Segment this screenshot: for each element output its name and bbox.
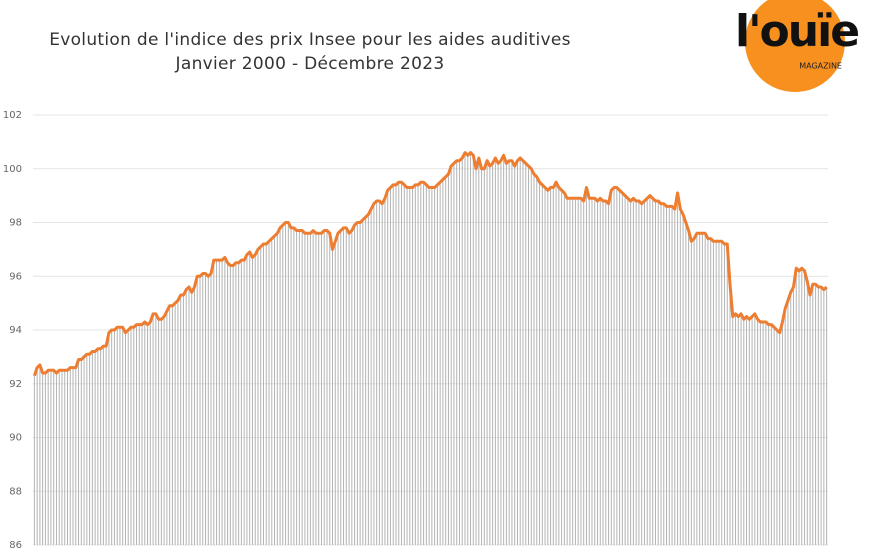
chart-title: Evolution de l'indice des prix Insee pou… [49, 30, 571, 50]
line [32, 151, 828, 377]
y-tick-label: 94 [9, 325, 22, 336]
y-tick-label: 90 [9, 433, 22, 444]
y-tick-label: 100 [3, 164, 22, 175]
logo-tagline: MAGAZINE [799, 62, 842, 71]
logo-circle [745, 0, 845, 92]
y-tick-label: 102 [3, 110, 22, 121]
y-tick-label: 86 [9, 540, 22, 551]
y-tick-label: 96 [9, 271, 22, 282]
y-tick-label: 98 [9, 218, 22, 229]
y-tick-label: 92 [9, 379, 22, 390]
logo-name: l'ouïe [735, 6, 858, 57]
chart-subtitle: Janvier 2000 - Décembre 2023 [175, 54, 445, 74]
y-tick-label: 88 [9, 486, 22, 497]
